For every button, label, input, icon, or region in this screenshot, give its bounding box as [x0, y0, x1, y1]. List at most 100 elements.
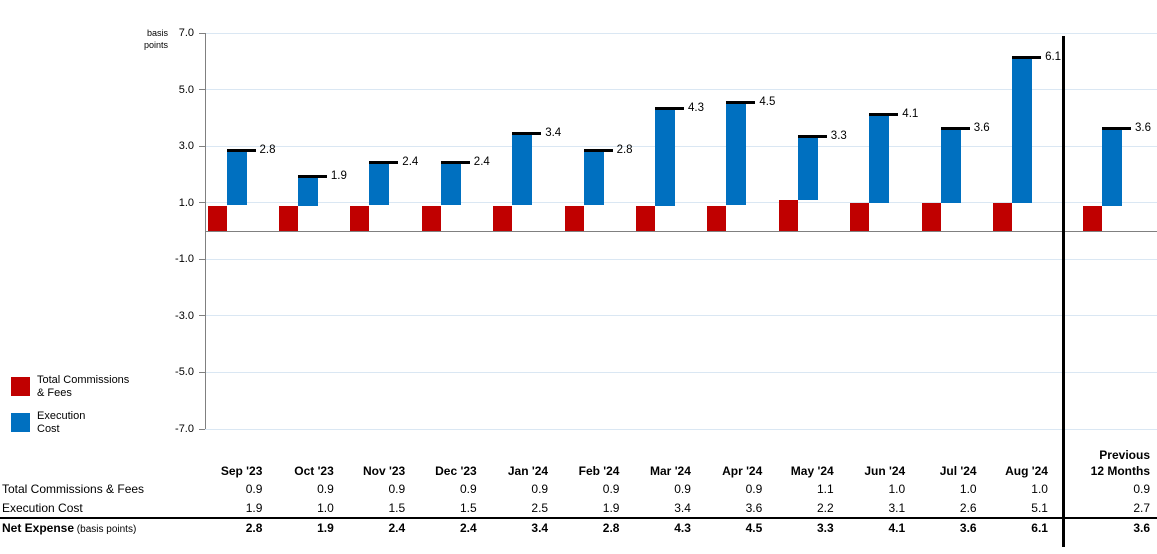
- net-expense-value-label: 4.1: [902, 107, 919, 120]
- x-axis-zero-line: [205, 230, 1157, 232]
- y-gridline: [205, 202, 1157, 204]
- execution-cost-bar: [940, 129, 961, 203]
- table-cell: 1.0: [1031, 482, 1048, 496]
- table-cell: 1.0: [959, 482, 977, 496]
- y-axis-tick: [199, 315, 205, 317]
- table-row-label: Net Expense (basis points): [2, 521, 136, 537]
- commissions-fees-bar: [636, 205, 655, 231]
- table-header-cell: Jan '24: [507, 464, 549, 478]
- table-header-cell: Jul '24: [939, 464, 977, 478]
- net-expense-value-label: 4.5: [759, 96, 776, 109]
- legend-swatch-commissions-icon: [11, 377, 30, 396]
- legend-label-line: & Fees: [37, 387, 72, 399]
- execution-cost-bar: [369, 163, 390, 206]
- commissions-fees-bar: [493, 205, 513, 231]
- table-cell: 4.3: [674, 521, 691, 535]
- net-expense-marker: [1012, 56, 1042, 59]
- table-cell: 3.6: [745, 501, 763, 515]
- net-expense-value-label: 2.8: [616, 144, 633, 157]
- table-row-label: Execution Cost: [2, 501, 83, 516]
- legend-label-line: Total Commissions: [37, 374, 130, 386]
- net-expense-marker: [369, 160, 399, 164]
- table-cell: 1.9: [602, 501, 620, 515]
- legend-swatch-execution-icon: [11, 413, 30, 432]
- commissions-fees-bar: [993, 202, 1013, 231]
- table-header-cell: Aug '24: [1005, 464, 1048, 478]
- y-tick-label: -7.0: [175, 423, 194, 435]
- table-cell: 1.0: [888, 482, 906, 496]
- net-expense-value-label: 2.8: [259, 144, 276, 157]
- net-expense-value-label: 3.6: [1135, 121, 1151, 134]
- table-row-label: Total Commissions & Fees: [2, 482, 144, 497]
- table-header-cell: Oct '23: [294, 464, 334, 478]
- chart-legend: Total Commissions & Fees Execution Cost: [0, 0, 200, 554]
- net-expense-marker: [440, 160, 470, 164]
- net-expense-value-label: 2.4: [473, 155, 490, 168]
- table-cell: 5.1: [1031, 501, 1048, 515]
- commissions-fees-bar: [421, 205, 441, 231]
- y-tick-label: 5.0: [178, 83, 194, 96]
- commissions-fees-bar: [564, 205, 584, 231]
- table-cell: 4.5: [745, 521, 763, 535]
- commissions-fees-bar: [207, 205, 227, 231]
- y-tick-label: -5.0: [175, 366, 194, 379]
- y-axis-tick: [199, 145, 205, 147]
- y-tick-label: -3.0: [175, 309, 194, 322]
- table-cell: 1.0: [317, 501, 334, 515]
- y-tick-label: 7.0: [178, 27, 194, 39]
- table-cell: 2.5: [531, 501, 549, 515]
- table-header-cell: Mar '24: [650, 464, 691, 478]
- table-cell: 0.9: [602, 482, 620, 496]
- table-cell: 3.1: [888, 501, 906, 515]
- y-tick-label: 3.0: [178, 140, 194, 153]
- table-cell: 4.1: [888, 521, 906, 535]
- table-row-label-suffix: (basis points): [74, 524, 137, 535]
- table-cell: 3.4: [531, 521, 549, 535]
- execution-cost-bar: [583, 151, 604, 206]
- net-expense-value-label: 2.4: [402, 155, 419, 168]
- table-cell: 1.9: [245, 501, 263, 515]
- table-row-label-text: Net Expense: [2, 521, 75, 535]
- table-header-cell: Jun '24: [864, 464, 906, 478]
- net-expense-marker: [940, 126, 970, 130]
- y-tick-label: 1.0: [178, 196, 194, 209]
- net-expense-marker: [655, 106, 684, 110]
- table-cell: 2.8: [245, 521, 263, 535]
- table-cell: 0.9: [388, 482, 406, 496]
- table-header-cell: Feb '24: [578, 464, 620, 478]
- table-cell: 1.9: [317, 521, 334, 535]
- commissions-fees-bar: [778, 199, 798, 231]
- net-expense-marker: [869, 112, 899, 116]
- execution-cost-bar: [797, 137, 818, 200]
- y-gridline: [205, 32, 1157, 34]
- commissions-fees-bar: [707, 205, 727, 231]
- table-cell-previous: 0.9: [1133, 482, 1150, 496]
- y-gridline: [205, 428, 1157, 430]
- net-expense-value-label: 6.1: [1045, 51, 1062, 63]
- table-header-cell: May '24: [790, 464, 834, 478]
- table-cell: 3.6: [959, 521, 977, 535]
- table-cell: 2.8: [602, 521, 620, 535]
- execution-cost-bar: [869, 115, 890, 203]
- table-cell: 2.4: [460, 521, 477, 535]
- y-axis-title-line1: basis: [146, 28, 168, 38]
- legend-item-total-commissions-fees: Total Commissions & Fees: [11, 374, 129, 400]
- y-gridline: [205, 371, 1157, 373]
- commissions-fees-bar: [850, 202, 870, 231]
- table-cell: 1.1: [817, 482, 834, 496]
- table-cell: 0.9: [674, 482, 691, 496]
- net-expense-value-label: 3.6: [973, 121, 990, 134]
- table-row-label-text: Total Commissions & Fees: [2, 482, 145, 496]
- legend-label-commissions: Total Commissions & Fees: [37, 374, 129, 400]
- execution-cost-bar: [1102, 129, 1122, 206]
- legend-item-execution-cost: Execution Cost: [11, 410, 85, 436]
- y-gridline: [205, 145, 1157, 147]
- execution-cost-bar: [226, 151, 247, 206]
- execution-cost-bar: [655, 109, 675, 206]
- legend-label-execution: Execution Cost: [37, 410, 85, 436]
- legend-label-line: Cost: [37, 423, 60, 435]
- commissions-fees-bar: [350, 205, 370, 231]
- table-separator-line: [0, 516, 1157, 519]
